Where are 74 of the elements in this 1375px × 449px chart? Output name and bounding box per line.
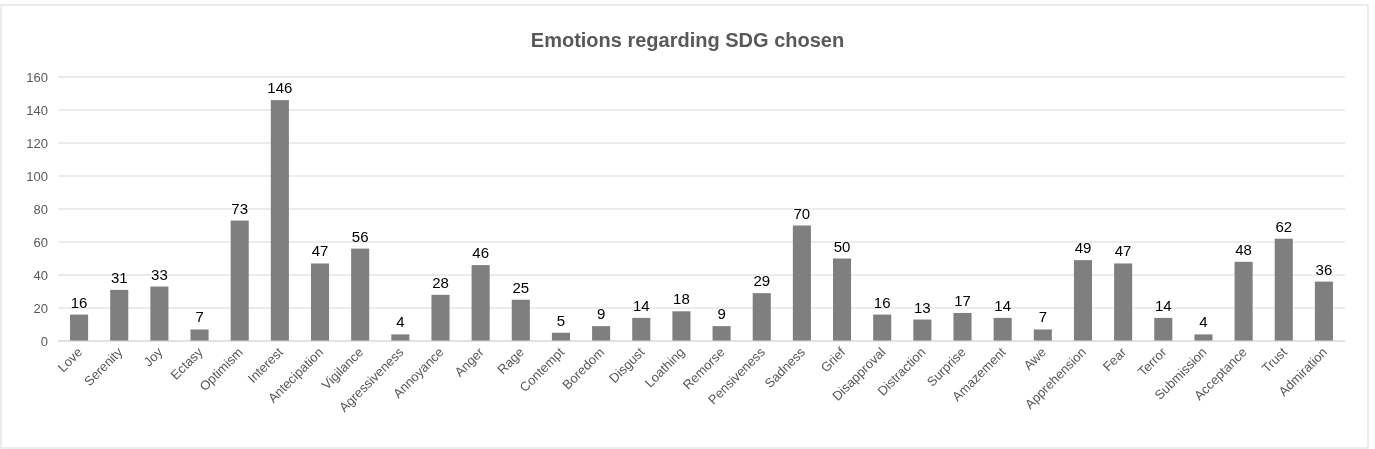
bar (150, 286, 169, 341)
bar (873, 314, 892, 341)
bar (672, 311, 691, 341)
data-label: 4 (396, 313, 405, 331)
bar (993, 317, 1012, 341)
bar (511, 299, 530, 341)
chart-title: Emotions regarding SDG chosen (530, 29, 845, 51)
data-label: 4 (1199, 313, 1208, 331)
bar (110, 289, 129, 341)
data-label: 14 (1154, 296, 1172, 314)
data-label: 14 (994, 296, 1012, 314)
data-label: 47 (1114, 242, 1132, 260)
data-label: 17 (954, 291, 971, 309)
bar (1274, 238, 1293, 341)
bar (632, 317, 651, 341)
bar (70, 314, 89, 341)
data-label: 36 (1315, 260, 1333, 278)
bar (1073, 260, 1093, 341)
bar (953, 312, 972, 341)
data-label: 28 (432, 273, 449, 291)
bar (230, 220, 249, 341)
bar (431, 294, 450, 341)
data-label: 16 (70, 293, 88, 311)
data-label: 48 (1235, 240, 1252, 258)
bar (752, 293, 771, 341)
bar (592, 326, 611, 341)
data-label: 73 (231, 199, 249, 217)
y-tick-label: 0 (40, 333, 48, 349)
y-tick-label: 120 (26, 135, 48, 151)
bar (190, 329, 209, 341)
y-tick-label: 60 (33, 234, 48, 250)
y-tick-label: 100 (26, 168, 48, 184)
bar (310, 263, 330, 341)
data-label: 5 (556, 311, 566, 329)
data-label: 49 (1074, 239, 1092, 257)
data-label: 47 (311, 242, 329, 260)
y-tick-label: 20 (33, 300, 48, 316)
data-label: 29 (753, 272, 771, 290)
bar (1314, 281, 1333, 341)
data-label: 18 (673, 290, 690, 308)
data-label: 33 (151, 265, 168, 283)
data-label: 14 (632, 296, 650, 314)
data-label: 46 (472, 244, 489, 262)
data-label: 9 (717, 305, 726, 323)
y-tick-label: 80 (33, 201, 48, 217)
y-tick-label: 140 (26, 102, 48, 118)
data-label: 7 (195, 308, 204, 326)
data-label: 25 (512, 278, 530, 296)
bar (712, 326, 731, 341)
data-label: 7 (1038, 308, 1047, 326)
bar (1114, 263, 1133, 341)
data-label: 56 (351, 227, 369, 245)
data-label: 70 (793, 204, 811, 222)
bar (270, 100, 289, 341)
y-tick-label: 160 (26, 69, 48, 85)
bar (351, 248, 370, 341)
bar (792, 225, 811, 341)
data-label: 146 (267, 79, 293, 97)
bar (1033, 329, 1052, 341)
x-tick-label: Joy (140, 344, 166, 370)
data-label: 16 (873, 293, 891, 311)
data-label: 50 (833, 237, 851, 255)
data-label: 62 (1275, 217, 1293, 235)
data-label: 13 (914, 298, 931, 316)
data-label: 31 (110, 268, 128, 286)
bar (471, 265, 490, 341)
bar (833, 258, 852, 341)
bar (1234, 261, 1253, 341)
bar (1194, 334, 1213, 341)
y-tick-label: 40 (33, 267, 48, 283)
bar (913, 319, 932, 341)
bar (391, 334, 410, 341)
data-label: 9 (596, 305, 606, 323)
bar (1154, 317, 1173, 341)
